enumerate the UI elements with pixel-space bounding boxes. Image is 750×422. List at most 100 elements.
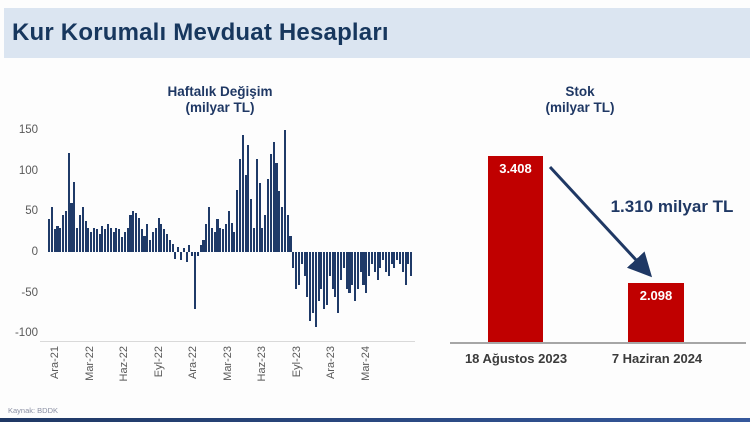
weekly-bar bbox=[258, 182, 261, 252]
weekly-bar bbox=[238, 158, 242, 252]
weekly-bar bbox=[224, 223, 227, 252]
weekly-bar bbox=[342, 252, 345, 269]
y-axis-tick-label: -100 bbox=[14, 327, 38, 340]
weekly-bar bbox=[163, 229, 166, 252]
weekly-bar bbox=[143, 235, 146, 252]
weekly-bar bbox=[227, 211, 230, 252]
weekly-bar bbox=[81, 207, 84, 252]
y-axis-tick-label: 50 bbox=[25, 205, 38, 218]
weekly-bar bbox=[160, 223, 163, 252]
weekly-bar bbox=[345, 252, 348, 289]
bottom-accent-strip bbox=[0, 418, 750, 422]
weekly-bar bbox=[194, 252, 197, 309]
weekly-chart-title-line2: (milyar TL) bbox=[185, 100, 255, 115]
weekly-bar bbox=[309, 252, 312, 322]
weekly-bar bbox=[73, 182, 76, 252]
weekly-bar bbox=[362, 252, 365, 285]
weekly-bar bbox=[323, 252, 326, 309]
weekly-bar bbox=[140, 229, 143, 252]
weekly-chart-title-line1: Haftalık Değişim bbox=[167, 84, 273, 99]
weekly-bar bbox=[129, 215, 132, 252]
weekly-bar bbox=[348, 252, 351, 293]
weekly-bar bbox=[382, 252, 385, 261]
weekly-bar bbox=[112, 231, 115, 252]
weekly-bar bbox=[208, 207, 211, 252]
y-axis-tick-label: -50 bbox=[21, 286, 38, 299]
weekly-bar bbox=[165, 234, 169, 252]
y-axis-tick-label: 150 bbox=[18, 124, 38, 137]
weekly-bar bbox=[303, 252, 306, 277]
weekly-bar bbox=[384, 252, 388, 273]
weekly-bar bbox=[213, 231, 216, 252]
page-title: Kur Korumalı Mevduat Hesapları bbox=[12, 19, 389, 46]
weekly-bar bbox=[356, 252, 359, 289]
weekly-bar bbox=[101, 225, 104, 252]
weekly-bar bbox=[87, 227, 90, 252]
weekly-bar bbox=[376, 252, 379, 281]
weekly-bar bbox=[64, 211, 67, 252]
weekly-bar bbox=[109, 227, 112, 252]
weekly-bar bbox=[210, 227, 213, 252]
weekly-bar bbox=[325, 252, 329, 305]
weekly-chart-title: Haftalık Değişim (milyar TL) bbox=[120, 84, 320, 116]
weekly-bar bbox=[275, 162, 278, 252]
weekly-bar bbox=[331, 252, 334, 289]
weekly-bar bbox=[205, 223, 208, 252]
weekly-bar bbox=[135, 212, 138, 252]
weekly-bar bbox=[272, 142, 275, 252]
stock-bar-june-2024 bbox=[628, 283, 684, 342]
weekly-bar bbox=[151, 231, 154, 252]
weekly-bar bbox=[337, 252, 340, 313]
decline-annotation: 1.310 milyar TL bbox=[610, 197, 734, 216]
weekly-bar bbox=[241, 134, 244, 252]
weekly-bar bbox=[393, 252, 396, 269]
weekly-bar bbox=[373, 252, 376, 273]
weekly-bar bbox=[92, 227, 96, 252]
stock-chart-baseline bbox=[450, 342, 746, 344]
weekly-bar bbox=[56, 225, 59, 252]
x-axis-tick-label: Mar-24 bbox=[359, 346, 372, 381]
weekly-bar bbox=[146, 223, 149, 252]
weekly-bar bbox=[230, 222, 233, 252]
weekly-bar bbox=[191, 252, 194, 257]
x-axis-tick-label: Eyl-22 bbox=[152, 346, 165, 378]
weekly-bar bbox=[50, 207, 53, 252]
weekly-bar bbox=[179, 252, 183, 261]
weekly-bar bbox=[121, 237, 124, 252]
weekly-bar bbox=[171, 243, 174, 252]
weekly-bar bbox=[306, 252, 309, 297]
stock-chart-title: Stok (milyar TL) bbox=[480, 84, 680, 116]
stock-chart-title-line2: (milyar TL) bbox=[545, 100, 615, 115]
x-axis-tick-label: Ara-22 bbox=[187, 346, 199, 380]
weekly-bar bbox=[401, 252, 404, 273]
stock-value-august-2023: 3.408 bbox=[499, 161, 532, 176]
weekly-bar bbox=[202, 239, 205, 252]
weekly-bar bbox=[76, 227, 79, 252]
weekly-bar bbox=[222, 229, 225, 252]
x-axis-tick-label: Haz-23 bbox=[256, 346, 268, 382]
weekly-bar bbox=[300, 252, 303, 265]
weekly-bar bbox=[177, 247, 180, 252]
weekly-bar bbox=[278, 191, 281, 252]
weekly-bar bbox=[157, 217, 160, 252]
weekly-bar bbox=[219, 227, 222, 252]
weekly-bar bbox=[317, 252, 320, 301]
weekly-bar bbox=[84, 221, 87, 252]
stock-bar-august-2023 bbox=[488, 156, 543, 342]
weekly-bar bbox=[106, 223, 110, 252]
weekly-bar bbox=[407, 252, 410, 265]
weekly-bar bbox=[398, 252, 402, 265]
weekly-bar bbox=[269, 154, 272, 252]
weekly-bar bbox=[295, 252, 298, 289]
x-axis-tick-label: Eyl-23 bbox=[290, 346, 303, 378]
weekly-bar bbox=[283, 130, 286, 252]
weekly-bar bbox=[404, 252, 407, 285]
weekly-bar bbox=[365, 252, 368, 293]
weekly-bar bbox=[267, 178, 270, 252]
weekly-bar bbox=[340, 252, 343, 281]
x-axis-tick-label: Mar-22 bbox=[83, 346, 96, 381]
y-axis-tick-label: 100 bbox=[18, 164, 38, 177]
weekly-bar bbox=[328, 252, 331, 277]
weekly-bar bbox=[314, 252, 317, 327]
